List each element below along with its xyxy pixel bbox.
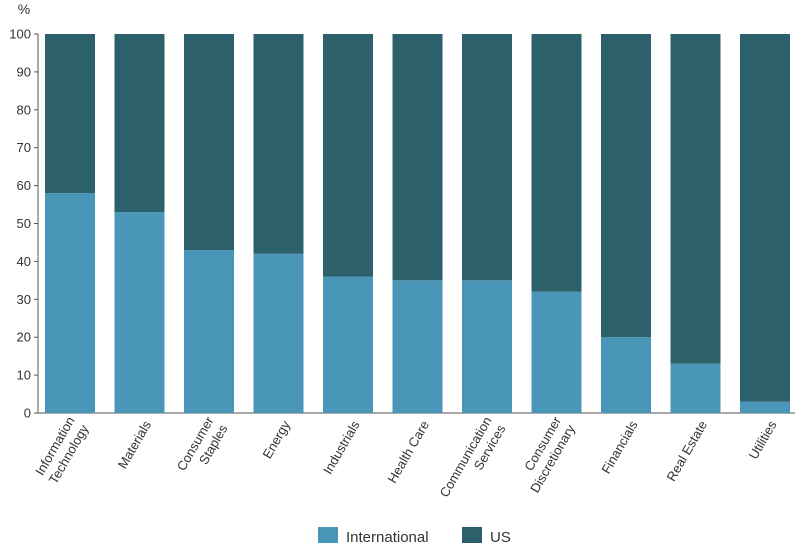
x-category-label: Materials: [115, 418, 155, 472]
legend-label-international: International: [346, 529, 429, 545]
y-tick-label: 90: [17, 64, 31, 79]
legend-swatch-international: [318, 527, 338, 543]
bar-us-2: [184, 34, 234, 251]
bar-international-9: [670, 363, 721, 413]
y-tick-label: 50: [17, 216, 31, 231]
bar-international-10: [740, 401, 790, 413]
legend-label-us: US: [490, 529, 511, 545]
y-tick-label: 10: [17, 368, 31, 383]
y-tick-label: 30: [17, 292, 31, 307]
x-category-label: ConsumerDiscretionary: [513, 413, 578, 495]
bar-international-4: [323, 276, 373, 413]
y-axis-unit-label: %: [18, 1, 30, 17]
bar-international-6: [462, 280, 512, 413]
bar-us-1: [114, 34, 165, 213]
bar-us-4: [323, 34, 373, 277]
x-category-label: ConsumerStaples: [174, 413, 231, 481]
y-tick-label: 80: [17, 102, 31, 117]
bar-us-8: [601, 34, 651, 338]
bar-international-8: [601, 337, 651, 413]
bars: [45, 34, 790, 413]
legend-swatch-us: [462, 527, 482, 543]
bar-international-1: [114, 212, 165, 413]
x-axis-labels: InformationTechnology Materials ConsumerSt…: [32, 413, 780, 508]
bar-international-3: [253, 253, 304, 413]
y-tick-label: 40: [17, 254, 31, 269]
bar-us-9: [670, 34, 721, 364]
x-category-label: Energy: [260, 418, 294, 462]
y-tick-label: 70: [17, 140, 31, 155]
x-category-label: Financials: [598, 418, 641, 477]
x-category-label: Utilities: [746, 418, 780, 462]
bar-us-0: [45, 34, 95, 194]
bar-international-5: [392, 280, 443, 413]
legend: International US: [318, 527, 511, 545]
y-tick-label: 0: [24, 406, 31, 421]
y-tick-label: 60: [17, 178, 31, 193]
bar-us-3: [253, 34, 304, 254]
bar-international-2: [184, 250, 234, 413]
x-category-label: CommunicationServices: [437, 414, 509, 508]
x-category-label: Real Estate: [664, 418, 711, 484]
bar-us-6: [462, 34, 512, 281]
bar-international-0: [45, 193, 95, 413]
y-tick-label: 100: [9, 27, 31, 42]
x-category-label: Industrials: [320, 418, 363, 477]
bar-us-5: [392, 34, 443, 281]
bar-us-7: [531, 34, 582, 292]
x-category-label: InformationTechnology: [32, 414, 92, 487]
y-tick-label: 20: [17, 330, 31, 345]
bar-international-7: [531, 291, 582, 413]
x-category-label: Health Care: [384, 418, 432, 486]
bar-us-10: [740, 34, 790, 402]
